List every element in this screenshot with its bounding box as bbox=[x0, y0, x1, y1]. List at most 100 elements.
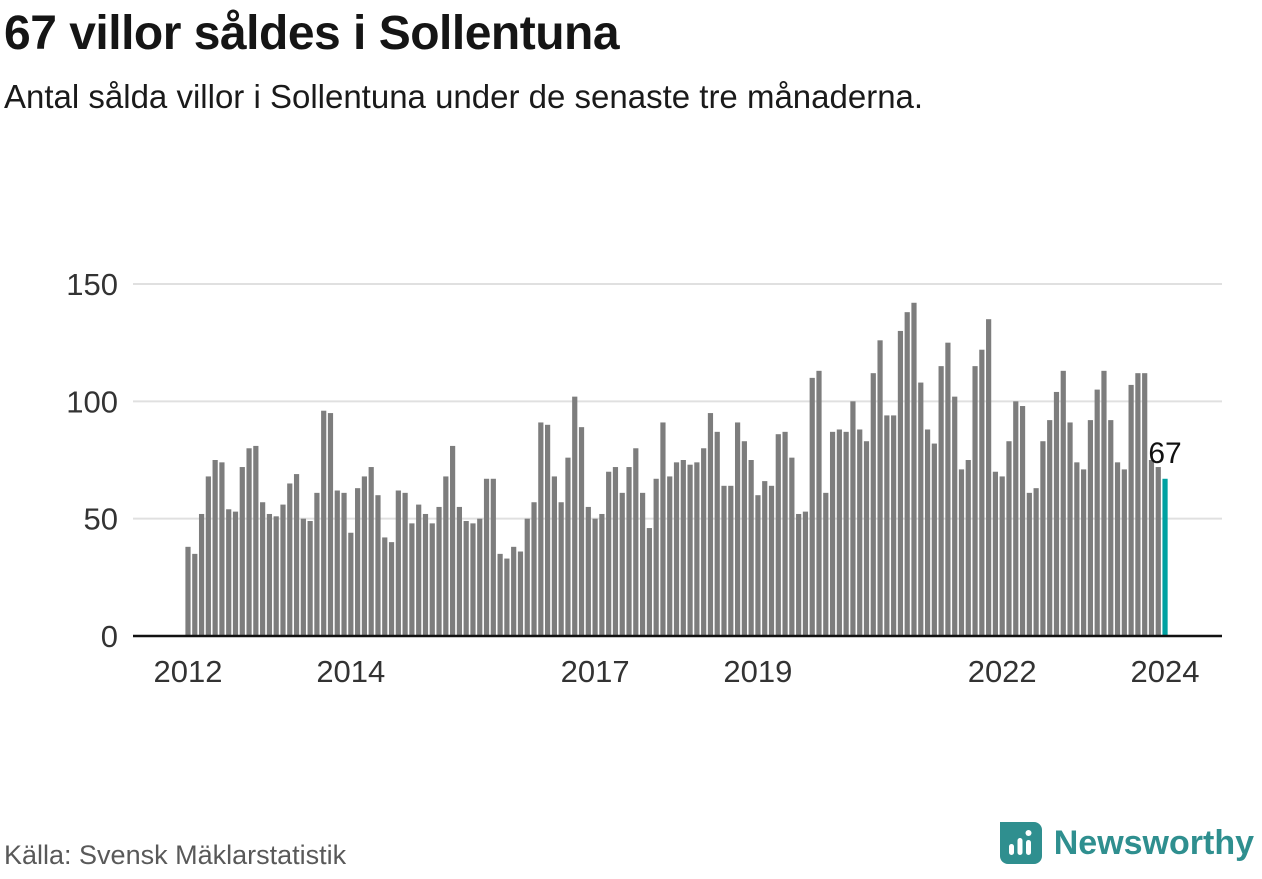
bar bbox=[192, 553, 198, 636]
newsworthy-logo: Newsworthy bbox=[998, 820, 1254, 866]
bar bbox=[877, 340, 883, 636]
bar bbox=[585, 506, 591, 636]
bar bbox=[450, 445, 456, 636]
bar bbox=[578, 427, 585, 636]
bar bbox=[1060, 370, 1066, 636]
bar bbox=[728, 485, 734, 636]
bar bbox=[355, 488, 361, 636]
source-credit: Källa: Svensk Mäklarstatistik bbox=[4, 840, 347, 870]
bar bbox=[884, 415, 890, 636]
bar bbox=[368, 467, 374, 636]
bar bbox=[416, 504, 422, 636]
bar bbox=[1155, 467, 1161, 636]
bar bbox=[748, 460, 754, 636]
bar bbox=[198, 513, 205, 636]
bar bbox=[463, 521, 469, 636]
bar bbox=[205, 476, 211, 636]
bar bbox=[551, 476, 557, 636]
bar bbox=[646, 528, 652, 636]
bar bbox=[755, 495, 761, 636]
bar bbox=[897, 330, 904, 636]
bar bbox=[477, 518, 483, 636]
bar bbox=[497, 553, 503, 636]
bar bbox=[246, 448, 252, 636]
bar-chart-area: 0 50 100 150 2012 2014 2017 2019 2022 2024 67 bbox=[0, 230, 1262, 715]
y-axis-tick-label: 50 bbox=[84, 502, 118, 537]
bar bbox=[789, 457, 795, 636]
bar bbox=[714, 431, 720, 636]
bar bbox=[938, 366, 944, 636]
bar bbox=[952, 396, 958, 636]
bar bbox=[741, 441, 747, 636]
bar bbox=[1053, 391, 1060, 636]
bar bbox=[762, 481, 768, 636]
bar bbox=[504, 558, 510, 636]
bar-chart: 0 50 100 150 2012 2014 2017 2019 2022 2024 67 bbox=[66, 267, 1222, 689]
bar bbox=[653, 478, 659, 636]
bar bbox=[1128, 384, 1134, 636]
bar bbox=[972, 366, 978, 636]
bar bbox=[490, 478, 496, 636]
newsworthy-wordmark: Newsworthy bbox=[1053, 823, 1254, 862]
bar bbox=[219, 462, 225, 636]
x-axis-tick-label: 2024 bbox=[1131, 654, 1200, 689]
bar bbox=[673, 462, 680, 636]
bar bbox=[531, 502, 537, 636]
bar bbox=[300, 518, 306, 636]
bar bbox=[348, 532, 354, 636]
bar bbox=[1040, 441, 1046, 636]
bar bbox=[592, 518, 598, 636]
bar bbox=[253, 445, 259, 636]
chart-subtitle: Antal sålda villor i Sollentuna under de… bbox=[4, 78, 924, 116]
bar bbox=[1135, 373, 1141, 636]
bar bbox=[483, 478, 490, 636]
y-axis-tick-label: 100 bbox=[66, 384, 118, 419]
bar bbox=[918, 382, 924, 636]
bar bbox=[945, 342, 951, 636]
bar bbox=[694, 462, 700, 636]
bar bbox=[701, 448, 707, 636]
bar bbox=[979, 349, 985, 636]
x-axis-tick-label: 2019 bbox=[723, 654, 792, 689]
bar bbox=[660, 422, 666, 636]
bar bbox=[1074, 462, 1080, 636]
bar bbox=[402, 492, 408, 636]
bar bbox=[775, 434, 781, 636]
bar bbox=[1087, 420, 1094, 636]
bar bbox=[768, 485, 775, 636]
bar bbox=[829, 431, 836, 636]
bar bbox=[382, 537, 388, 636]
bar bbox=[429, 523, 435, 636]
bar bbox=[816, 370, 822, 636]
newsworthy-logo-icon bbox=[999, 822, 1042, 864]
bar bbox=[524, 518, 530, 636]
bar bbox=[836, 429, 842, 636]
bar bbox=[422, 513, 429, 636]
bar bbox=[1121, 469, 1127, 636]
bar bbox=[314, 492, 320, 636]
bar bbox=[1026, 492, 1032, 636]
bar bbox=[734, 422, 741, 636]
bar bbox=[612, 467, 619, 636]
bar bbox=[809, 377, 815, 636]
bar bbox=[1081, 469, 1087, 636]
bar bbox=[958, 469, 965, 636]
y-axis-tick-label: 150 bbox=[66, 267, 118, 302]
y-axis-tick-label: 0 bbox=[101, 619, 118, 654]
bar bbox=[1033, 488, 1039, 636]
x-axis-tick-label: 2017 bbox=[561, 654, 630, 689]
x-axis-tick-label: 2022 bbox=[968, 654, 1037, 689]
bar bbox=[395, 490, 401, 636]
bar bbox=[843, 431, 849, 636]
bar bbox=[511, 546, 517, 636]
bar bbox=[375, 495, 381, 636]
bar bbox=[911, 302, 917, 636]
bar bbox=[361, 476, 368, 636]
bar bbox=[667, 476, 673, 636]
bar bbox=[965, 460, 971, 636]
bar bbox=[599, 513, 605, 636]
bar bbox=[863, 441, 870, 636]
bar bbox=[341, 492, 347, 636]
bar bbox=[1101, 370, 1107, 636]
bar bbox=[538, 422, 544, 636]
